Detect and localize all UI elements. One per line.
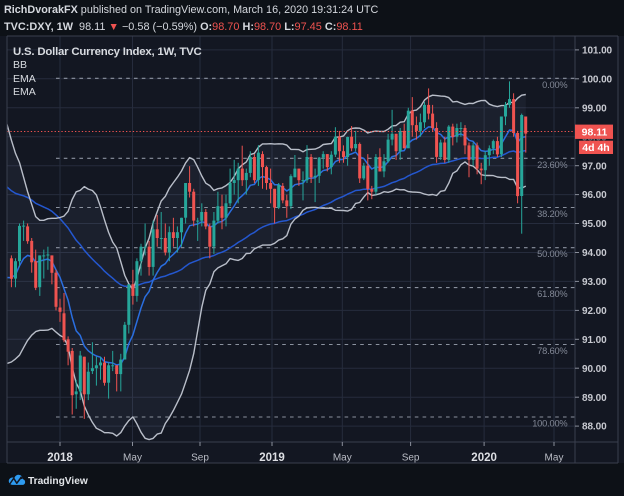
svg-text:U.S. Dollar Currency Index, 1W: U.S. Dollar Currency Index, 1W, TVC bbox=[13, 46, 202, 58]
svg-text:101.00: 101.00 bbox=[582, 46, 613, 57]
svg-text:94.00: 94.00 bbox=[582, 248, 607, 259]
svg-text:2019: 2019 bbox=[259, 452, 285, 464]
svg-text:BB: BB bbox=[13, 59, 27, 71]
svg-text:May: May bbox=[545, 452, 564, 463]
svg-text:0.00%: 0.00% bbox=[542, 80, 567, 90]
svg-text:96.00: 96.00 bbox=[582, 190, 607, 201]
svg-text:99.00: 99.00 bbox=[582, 103, 607, 114]
svg-text:88.00: 88.00 bbox=[582, 422, 607, 433]
svg-text:38.20%: 38.20% bbox=[537, 209, 567, 219]
svg-text:93.00: 93.00 bbox=[582, 277, 607, 288]
svg-text:100.00%: 100.00% bbox=[532, 419, 567, 429]
svg-text:95.00: 95.00 bbox=[582, 219, 607, 230]
svg-text:23.60%: 23.60% bbox=[537, 160, 567, 170]
svg-text:Sep: Sep bbox=[191, 452, 209, 463]
svg-text:50.00%: 50.00% bbox=[537, 249, 567, 259]
svg-text:90.00: 90.00 bbox=[582, 364, 607, 375]
svg-text:2020: 2020 bbox=[471, 452, 497, 464]
svg-text:92.00: 92.00 bbox=[582, 306, 607, 317]
svg-text:89.00: 89.00 bbox=[582, 393, 607, 404]
svg-text:100.00: 100.00 bbox=[582, 74, 613, 85]
svg-text:78.60%: 78.60% bbox=[537, 346, 567, 356]
svg-text:EMA: EMA bbox=[13, 73, 36, 85]
svg-text:Sep: Sep bbox=[402, 452, 420, 463]
svg-text:2018: 2018 bbox=[47, 452, 73, 464]
svg-text:61.80%: 61.80% bbox=[537, 289, 567, 299]
svg-text:91.00: 91.00 bbox=[582, 335, 607, 346]
svg-text:May: May bbox=[123, 452, 142, 463]
svg-text:May: May bbox=[333, 452, 352, 463]
svg-text:98.11: 98.11 bbox=[582, 127, 608, 139]
svg-text:EMA: EMA bbox=[13, 86, 36, 98]
svg-text:97.00: 97.00 bbox=[582, 161, 607, 172]
svg-text:4d 4h: 4d 4h bbox=[582, 142, 609, 154]
